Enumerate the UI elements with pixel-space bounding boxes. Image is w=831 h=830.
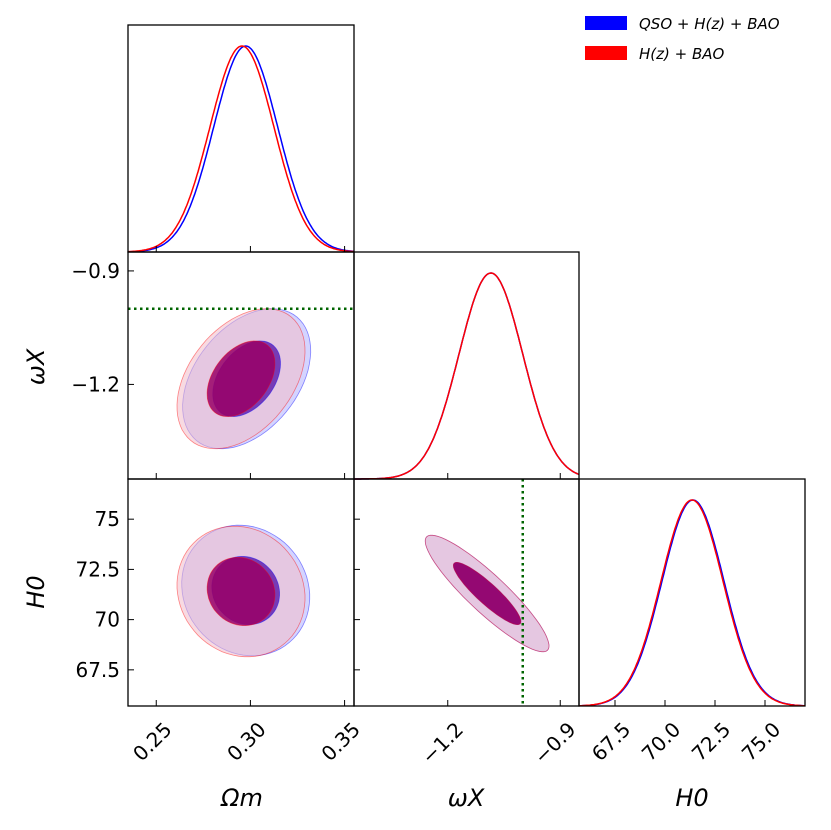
y-tick-label: −0.9 [71, 259, 120, 283]
y-tick-label: 75 [95, 507, 120, 531]
marginal-curve-Omega_m-hz-bao [128, 45, 354, 253]
x-tick-label: 0.35 [316, 717, 364, 765]
x-tick-label: 0.30 [222, 717, 270, 765]
marginal-curve-w_X-hz-bao [354, 272, 580, 480]
panel-frame-1-1 [353, 251, 580, 480]
y-tick-label: 67.5 [75, 658, 120, 682]
y-tick-label: 70 [95, 608, 120, 632]
panel-frame-0-0 [127, 24, 355, 253]
marginal-curve-H0-hz-bao [579, 499, 805, 707]
contour-fills [176, 308, 550, 658]
x-tick-label: 75.0 [737, 717, 785, 765]
contours-w_X_vs_H0 [424, 534, 550, 653]
legend: QSO + H(z) + BAO H(z) + BAO [585, 15, 780, 63]
legend-swatch-hz-bao [585, 46, 627, 60]
y-tick-label: 72.5 [75, 557, 120, 581]
x-axis-label-w-x: ωX [448, 784, 485, 812]
marginal-curve-w_X-qso-hz-bao [354, 272, 580, 480]
marginal-curves [127, 45, 805, 707]
x-tick-label: 72.5 [687, 717, 735, 765]
x-tick-label: 67.5 [587, 717, 635, 765]
legend-label-qso-hz-bao: QSO + H(z) + BAO [639, 15, 780, 33]
contours-Omega_m_vs_H0 [176, 524, 311, 658]
legend-label-hz-bao: H(z) + BAO [639, 45, 725, 63]
legend-swatch-qso-hz-bao [585, 16, 627, 30]
contour-1sigma-hz-bao [206, 340, 276, 418]
contours-Omega_m_vs_w_X [176, 308, 312, 450]
contour-1sigma-hz-bao [453, 562, 522, 625]
x-tick-label: 70.0 [637, 717, 685, 765]
panel-frames [127, 24, 806, 707]
contour-1sigma-hz-bao [206, 557, 276, 626]
panel-frame-2-2 [578, 478, 806, 707]
x-axis-label-omega-m: Ωm [220, 784, 263, 812]
marginal-curve-Omega_m-qso-hz-bao [127, 45, 355, 253]
y-tick-label: −1.2 [71, 372, 120, 396]
marginal-curve-H0-qso-hz-bao [578, 499, 805, 707]
x-tick-label: −1.2 [417, 717, 468, 768]
x-axis-label-h0: H0 [675, 784, 708, 812]
reference-lines [128, 307, 524, 706]
y-axis-label-h0: H0 [22, 575, 50, 608]
axis-ticks: 0.25 0.30 0.35 −1.2 −0.9 67.5 70.0 72.5 75.0−1.2… [71, 246, 785, 769]
x-tick-label: −0.9 [529, 717, 580, 768]
x-tick-label: 0.25 [128, 717, 176, 765]
y-axis-label-w-x: ωX [22, 348, 50, 385]
